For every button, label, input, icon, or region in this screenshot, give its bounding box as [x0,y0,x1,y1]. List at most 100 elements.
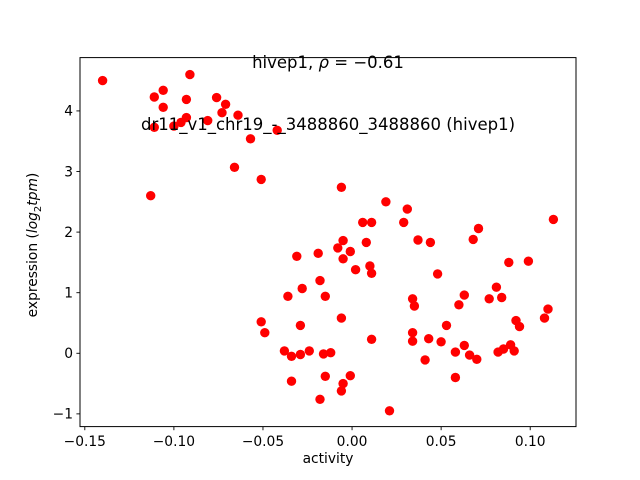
x-tick-label: −0.15 [64,434,106,450]
x-tick-label: 0.10 [515,434,546,450]
data-point [185,69,195,80]
data-point [366,217,377,228]
data-point [146,191,156,201]
y-tick-label: 0 [64,346,73,362]
data-point [350,265,361,275]
data-point [523,256,534,266]
data-point [491,282,502,292]
data-point [295,349,306,360]
data-point [424,334,434,344]
data-point [514,321,525,332]
data-point [320,371,330,381]
data-point [333,243,343,253]
data-point [336,386,347,396]
y-axis-ticks: −1 0 1 2 3 4 [53,104,80,423]
data-point [407,294,418,304]
data-point [318,349,329,359]
data-point [158,85,168,96]
data-point [420,355,430,365]
rho-symbol: ρ [318,53,329,72]
y-tick-label: 3 [64,164,73,180]
data-point [464,350,475,360]
title-line-2: dr11_v1_chr19_-_3488860_3488860 (hivep1) [140,114,516,134]
title-line-1: hivep1, ρ = −0.61 [80,53,576,74]
data-point [366,268,377,278]
chart-title: hivep1, ρ = −0.61 dr11_v1_chr19_-_348886… [80,12,576,176]
data-point [384,406,395,416]
data-point [283,291,293,301]
data-point [497,292,507,303]
data-point [459,340,469,351]
data-point [295,320,306,331]
data-point [345,371,355,381]
data-point [366,334,377,344]
data-point [509,346,519,356]
data-point [358,217,368,228]
plot-frame [79,57,577,428]
data-point [399,217,409,228]
data-point [220,99,231,110]
data-point [407,328,418,338]
data-point [484,294,494,304]
data-point [361,237,371,248]
data-point [338,254,348,264]
data-point [245,134,256,144]
data-point [181,94,192,105]
data-point [338,235,348,246]
data-point [409,301,420,311]
data-point [229,162,240,172]
data-point [472,354,482,364]
x-axis-label: activity [302,451,354,467]
x-tick-label: 0.05 [426,434,457,450]
data-point [97,75,108,86]
data-point [304,346,314,356]
data-point [345,246,355,257]
data-point [158,102,168,113]
data-point [450,347,461,357]
data-point [365,261,375,271]
scatter-points [97,69,559,416]
data-point [459,290,469,300]
data-point [315,275,325,286]
data-point [504,257,514,268]
data-point [297,283,307,294]
data-point [320,291,330,301]
data-point [176,117,186,128]
data-point [149,92,159,102]
data-point [413,235,423,245]
data-point [548,214,559,225]
data-point [286,351,297,361]
data-point [292,251,302,261]
y-tick-label: 2 [64,225,73,241]
data-point [450,372,461,383]
data-point [203,115,213,126]
data-point [256,174,266,185]
data-point [315,394,325,404]
title-gene: hivep1, [252,53,319,72]
x-axis-ticks: −0.15 −0.10 −0.05 0.00 0.05 0.10 [64,426,546,450]
data-point [402,204,412,214]
y-tick-label: −1 [53,407,73,423]
data-point [436,337,446,347]
data-point [313,248,323,258]
data-point [381,197,391,207]
data-point [498,344,509,354]
y-axis-label: expression (log2tpm) [25,172,44,318]
data-point [338,378,348,389]
x-tick-label: −0.05 [242,434,284,450]
data-point [407,336,418,346]
data-point [272,125,282,135]
data-point [286,376,297,386]
data-point [169,121,179,131]
data-point [336,313,347,323]
data-point [149,122,159,132]
x-tick-label: −0.10 [153,434,195,450]
data-point [468,234,478,245]
data-point [543,304,553,314]
rho-value: = −0.61 [329,53,404,72]
data-point [539,313,550,323]
data-point [211,92,222,103]
data-point [425,237,436,248]
